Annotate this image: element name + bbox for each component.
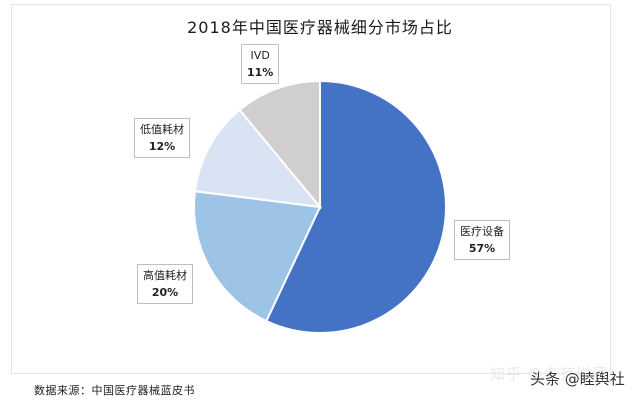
callout-label: IVD xyxy=(250,49,270,62)
callout-value: 11% xyxy=(247,66,274,79)
callout-value: 57% xyxy=(468,242,496,255)
callout-value: 12% xyxy=(148,140,176,153)
callout-low-value-consumables: 低值耗材 12% xyxy=(134,118,190,158)
callout-value: 20% xyxy=(151,286,179,299)
slice-low-value-consumables xyxy=(193,108,323,209)
callout-high-value-consumables: 高值耗材 20% xyxy=(137,264,193,304)
callout-label: 医疗设备 xyxy=(460,225,504,238)
chart-title: 2018年中国医疗器械细分市场占比 xyxy=(187,18,453,37)
watermark-zhihu: 知乎 @老范说评 xyxy=(490,365,608,383)
slice-high-value-consumables xyxy=(193,190,322,323)
callout-label: 高值耗材 xyxy=(143,269,187,282)
callout-label: 低值耗材 xyxy=(140,123,184,136)
callout-ivd: IVD 11% xyxy=(241,44,280,84)
slice-ivd xyxy=(238,79,321,210)
callout-medical-equipment: 医疗设备 57% xyxy=(454,220,510,260)
watermark-toutiao: 头条 @睦舆社 xyxy=(530,370,625,388)
slice-medical-equipment xyxy=(265,79,447,334)
data-source-note: 数据来源：中国医疗器械蓝皮书 xyxy=(34,384,195,397)
